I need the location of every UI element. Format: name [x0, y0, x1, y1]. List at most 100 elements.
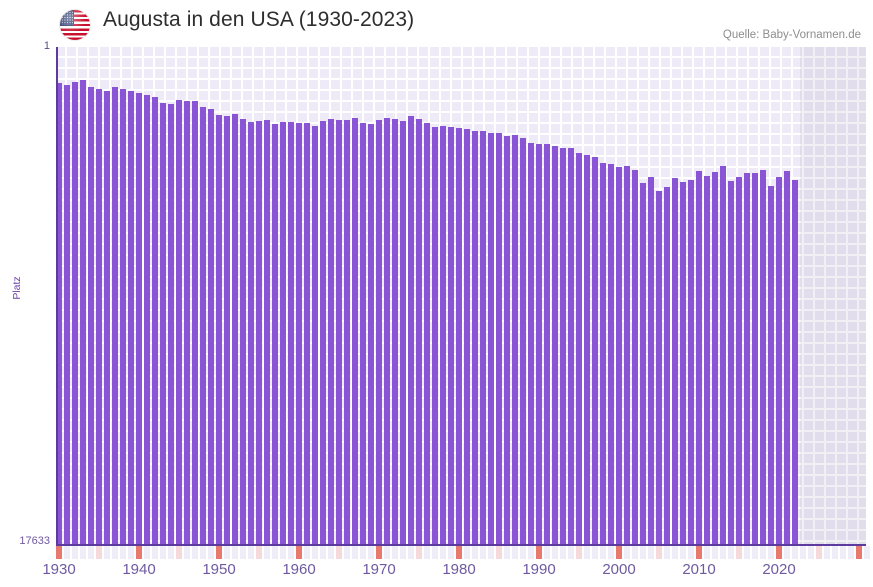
- x-tick-minor: [440, 546, 446, 559]
- x-tick-minor: [832, 546, 838, 559]
- x-tick-minor: [64, 546, 70, 559]
- x-tick-minor: [184, 546, 190, 559]
- x-tick-major: [616, 546, 622, 559]
- bar: [648, 177, 654, 545]
- bar: [56, 83, 62, 545]
- bar: [712, 172, 718, 545]
- bar: [320, 121, 326, 545]
- bar: [104, 91, 110, 545]
- x-tick-minor: [704, 546, 710, 559]
- x-tick-mid: [336, 546, 342, 559]
- x-tick-major: [776, 546, 782, 559]
- x-tick-minor: [600, 546, 606, 559]
- bar: [208, 109, 214, 545]
- bar: [272, 124, 278, 545]
- bar: [360, 123, 366, 545]
- flag-canton: [60, 10, 74, 27]
- x-tick-minor: [392, 546, 398, 559]
- x-tick-minor: [864, 546, 870, 559]
- bar: [608, 163, 614, 545]
- bar: [656, 191, 662, 545]
- x-tick-major: [296, 546, 302, 559]
- x-tick-minor: [728, 546, 734, 559]
- bar: [488, 132, 494, 545]
- x-tick-minor: [560, 546, 566, 559]
- bar: [496, 133, 502, 545]
- x-tick-major: [456, 546, 462, 559]
- x-tick-minor: [312, 546, 318, 559]
- x-tick-minor: [624, 546, 630, 559]
- bar: [176, 99, 182, 545]
- bar: [408, 116, 414, 545]
- x-axis-tick-label: 1980: [442, 561, 476, 578]
- bar: [80, 79, 86, 545]
- x-axis-tick-label: 1990: [522, 561, 556, 578]
- x-tick-minor: [192, 546, 198, 559]
- x-tick-minor: [784, 546, 790, 559]
- bar: [616, 167, 622, 545]
- x-axis-labels: 1930 1940 1950 1960 1970 1980 1990 2000 2010 2020: [0, 561, 873, 587]
- bar: [240, 119, 246, 545]
- bar: [296, 123, 302, 545]
- x-tick-minor: [104, 546, 110, 559]
- x-tick-minor: [504, 546, 510, 559]
- bar: [776, 176, 782, 545]
- x-tick-minor: [144, 546, 150, 559]
- us-flag-icon: [60, 10, 90, 40]
- x-tick-minor: [680, 546, 686, 559]
- bar: [256, 120, 262, 545]
- bar: [328, 119, 334, 545]
- bar: [232, 113, 238, 545]
- bar: [384, 118, 390, 545]
- x-tick-minor: [648, 546, 654, 559]
- x-tick-minor: [840, 546, 846, 559]
- x-tick-minor: [672, 546, 678, 559]
- x-tick-minor: [200, 546, 206, 559]
- page-title: Augusta in den USA (1930-2023): [103, 8, 415, 31]
- x-tick-minor: [88, 546, 94, 559]
- x-tick-minor: [664, 546, 670, 559]
- x-tick-minor: [384, 546, 390, 559]
- x-tick-minor: [448, 546, 454, 559]
- bar-series: [56, 47, 866, 545]
- bar: [752, 172, 758, 545]
- bar: [424, 122, 430, 545]
- bar: [736, 177, 742, 545]
- x-tick-minor: [280, 546, 286, 559]
- x-tick-minor: [744, 546, 750, 559]
- bar: [376, 119, 382, 545]
- x-tick-minor: [688, 546, 694, 559]
- x-tick-minor: [792, 546, 798, 559]
- x-tick-minor: [248, 546, 254, 559]
- x-tick-mid: [656, 546, 662, 559]
- x-tick-minor: [112, 546, 118, 559]
- bar: [368, 124, 374, 545]
- bar: [72, 82, 78, 545]
- x-tick-minor: [720, 546, 726, 559]
- y-axis-title: Platz: [11, 276, 23, 300]
- bar: [400, 120, 406, 545]
- x-tick-minor: [128, 546, 134, 559]
- bar: [216, 115, 222, 545]
- bar: [744, 172, 750, 545]
- x-axis-tick-label: 1950: [202, 561, 236, 578]
- bar: [352, 118, 358, 545]
- x-tick-minor: [512, 546, 518, 559]
- x-tick-minor: [584, 546, 590, 559]
- x-axis-tick-label: 1960: [282, 561, 316, 578]
- x-tick-minor: [640, 546, 646, 559]
- y-axis-tick-bottom: 17633: [19, 535, 50, 547]
- x-axis-tick-strip: [56, 546, 870, 559]
- x-tick-minor: [800, 546, 806, 559]
- x-tick-mid: [416, 546, 422, 559]
- bar: [64, 84, 70, 545]
- bar: [336, 119, 342, 545]
- x-tick-mid: [816, 546, 822, 559]
- x-tick-mid: [736, 546, 742, 559]
- x-tick-minor: [544, 546, 550, 559]
- x-tick-minor: [472, 546, 478, 559]
- x-tick-minor: [320, 546, 326, 559]
- x-axis-tick-label: 2000: [602, 561, 636, 578]
- bar: [568, 147, 574, 545]
- x-tick-minor: [272, 546, 278, 559]
